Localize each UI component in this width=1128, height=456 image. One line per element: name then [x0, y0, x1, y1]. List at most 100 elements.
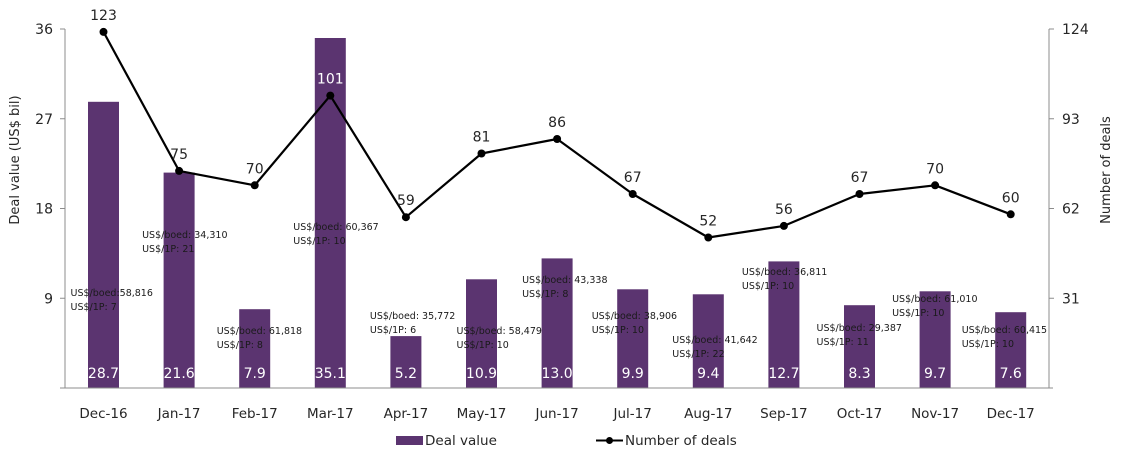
legend: Deal value Number of deals	[396, 433, 737, 449]
bar-value-label: 7.9	[244, 366, 266, 382]
x-tick-label: Jul-17	[613, 406, 652, 422]
x-tick-label: Aug-17	[684, 406, 732, 422]
bar-value-label: 7.6	[1000, 366, 1022, 382]
line-value-label: 86	[548, 115, 566, 131]
annotation-1p: US$/1P: 10	[592, 325, 644, 336]
bar-feb-17	[239, 309, 271, 388]
line-value-label: 70	[246, 161, 264, 177]
annotation-1p: US$/1P: 7	[71, 302, 117, 313]
line-layer	[99, 27, 1015, 242]
bar-may-17	[466, 279, 497, 388]
annotation-1p: US$/1P: 10	[892, 308, 944, 319]
bar-value-label: 10.9	[466, 366, 497, 382]
bar-nov-17	[919, 291, 951, 388]
line-point-marker	[175, 166, 184, 175]
annotation-boed: US$/boed:58,816	[71, 288, 153, 299]
bar-value-label: 8.3	[848, 366, 870, 382]
bar-value-label: 13.0	[542, 366, 573, 382]
line-value-label: 52	[699, 214, 717, 230]
line-value-label: 81	[473, 130, 491, 146]
axes-layer: Deal value (US$ bil) Number of deals	[8, 29, 1114, 389]
left-tick-label: 9	[44, 291, 53, 307]
line-value-label: 56	[775, 202, 793, 218]
line-point-marker	[401, 213, 410, 222]
number-of-deals-line	[102, 31, 1012, 239]
line-value-label: 70	[926, 161, 944, 177]
x-tick-label: Sep-17	[760, 406, 808, 422]
annotation-boed: US$/boed: 41,642	[672, 335, 757, 346]
left-tick-label: 18	[35, 202, 53, 218]
annotation-boed: US$/boed: 60,367	[293, 222, 378, 233]
bar-dec-17	[995, 312, 1027, 388]
left-tick-label: 36	[35, 22, 53, 38]
line-point-marker	[326, 91, 335, 100]
x-tick-label: Apr-17	[384, 406, 429, 422]
annotation-1p: US$/1P: 21	[142, 244, 194, 255]
x-tick-label: Oct-17	[837, 406, 882, 422]
bar-value-label: 12.7	[768, 366, 799, 382]
bar-apr-17	[390, 336, 422, 388]
bar-value-label: 5.2	[395, 366, 417, 382]
bar-dec-16	[88, 101, 119, 389]
right-tick-label: 31	[1062, 291, 1080, 307]
line-value-label: 60	[1002, 190, 1020, 206]
line-point-marker	[250, 181, 259, 190]
bar-value-label: 9.4	[697, 366, 719, 382]
right-tick-label: 62	[1062, 202, 1080, 218]
line-point-marker	[99, 27, 108, 36]
x-tick-label: Dec-17	[987, 406, 1035, 422]
bar-jul-17	[617, 289, 649, 388]
annotation-boed: US$/boed: 34,310	[142, 230, 227, 241]
line-value-label: 59	[397, 193, 415, 209]
labels-layer: 28.7 21.6 7.9 35.1 5.2 10.9 13.0 9.9 9.4 12.7 8.3 9…	[79, 8, 1034, 422]
legend-marker-icon	[606, 437, 613, 444]
line-point-marker	[477, 149, 486, 158]
bar-value-label: 9.9	[622, 366, 644, 382]
bar-value-label: 9.7	[924, 366, 946, 382]
annotation-1p: US$/1P: 8	[217, 340, 263, 351]
legend-swatch-deal-value	[396, 436, 423, 445]
annotation-1p: US$/1P: 6	[370, 325, 416, 336]
annotation-boed: US$/boed: 29,387	[817, 323, 902, 334]
line-value-label: 67	[851, 170, 869, 186]
annotation-boed: US$/boed: 36,811	[742, 267, 827, 278]
left-tick-label: 27	[35, 112, 53, 128]
x-tick-label: Nov-17	[911, 406, 959, 422]
right-tick-label: 93	[1062, 112, 1080, 128]
annotation-boed: US$/boed: 61,010	[892, 294, 977, 305]
line-point-marker	[628, 190, 637, 198]
annotation-boed: US$/boed: 35,772	[370, 311, 455, 322]
annotation-boed: US$/boed: 58,479	[457, 326, 542, 337]
line-value-label: 75	[170, 147, 188, 163]
bar-value-label: 35.1	[315, 366, 346, 382]
line-point-marker	[855, 190, 864, 198]
bar-oct-17	[844, 305, 875, 388]
annotation-1p: US$/1P: 8	[522, 289, 568, 300]
bar-jun-17	[541, 258, 573, 388]
annotation-boed: US$/boed: 60,415	[962, 325, 1047, 336]
x-tick-label: Jun-17	[535, 406, 579, 422]
bar-value-label: 28.7	[88, 366, 119, 382]
annotation-1p: US$/1P: 22	[672, 349, 724, 360]
line-point-marker	[1006, 210, 1015, 219]
line-value-label: 67	[624, 170, 642, 186]
line-point-marker	[779, 221, 788, 230]
annotation-boed: US$/boed: 43,338	[522, 275, 607, 286]
annotation-boed: US$/boed: 61,818	[217, 326, 302, 337]
line-value-label: 123	[90, 8, 117, 24]
annotation-boed: US$/boed: 38,906	[592, 311, 677, 322]
right-tick-label: 124	[1062, 22, 1089, 38]
x-tick-label: Jan-17	[157, 406, 201, 422]
line-point-marker	[931, 181, 940, 190]
line-point-marker	[704, 233, 713, 242]
x-tick-label: Dec-16	[79, 406, 127, 422]
x-tick-label: Feb-17	[232, 406, 278, 422]
x-tick-label: May-17	[457, 406, 507, 422]
annotation-1p: US$/1P: 10	[962, 339, 1014, 350]
annotation-1p: US$/1P: 10	[457, 340, 509, 351]
bar-jan-17	[163, 172, 195, 388]
line-value-label: 101	[317, 72, 344, 88]
bar-mar-17	[314, 38, 346, 388]
annotation-1p: US$/1P: 11	[817, 337, 869, 348]
